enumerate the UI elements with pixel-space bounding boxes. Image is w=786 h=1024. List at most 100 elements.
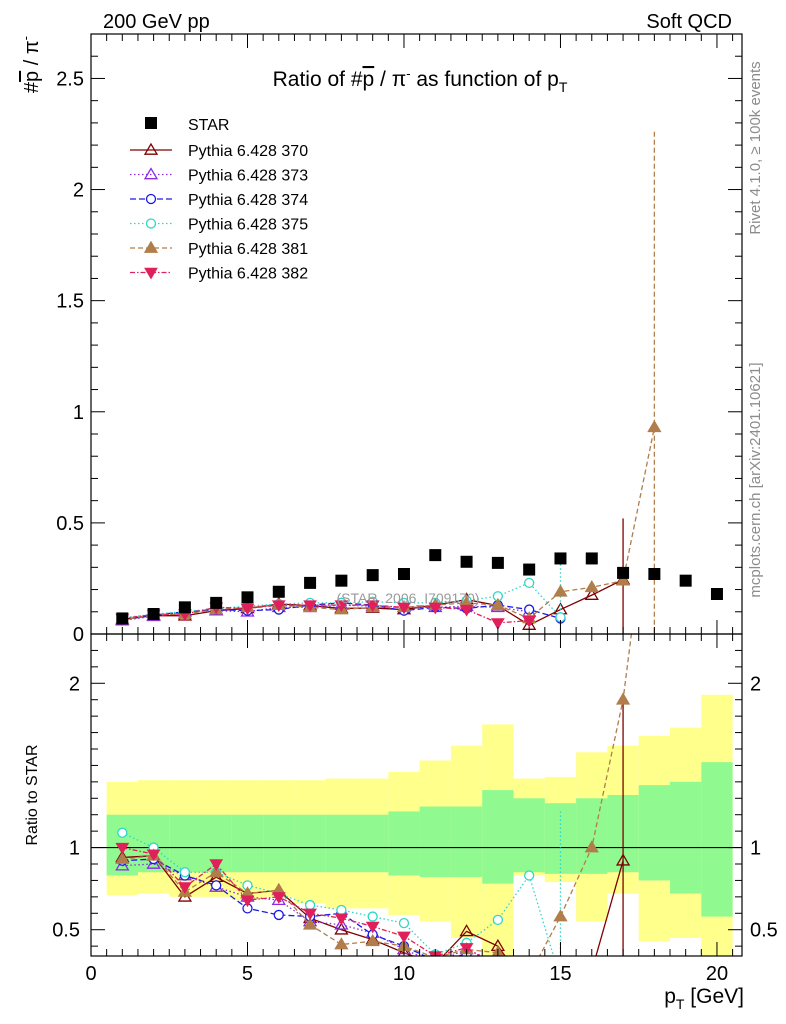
header-energy: 200 GeV pp: [103, 11, 210, 33]
ratio-series-point: [524, 870, 535, 881]
main-series-line: [122, 604, 530, 624]
main-y-tick-label: 0: [73, 624, 84, 646]
ratio-series-point: [615, 853, 631, 866]
ratio-series-point: [334, 913, 349, 926]
ratio-series-point: [553, 909, 568, 922]
main-series-point: [491, 618, 505, 630]
ratio-series-point: [586, 965, 598, 975]
main-series-point: [522, 615, 537, 628]
ratio-y-tick-label-right: 2: [750, 673, 761, 695]
legend-marker: [144, 267, 158, 280]
stat-band-bin: [263, 814, 295, 873]
main-series-point: [428, 602, 443, 615]
star-point: [241, 591, 254, 604]
ratio-series-point: [271, 892, 286, 905]
ratio-series-line: [122, 858, 473, 956]
ratio-series-line: [122, 846, 481, 956]
ratio-series-point: [209, 864, 224, 878]
star-point: [210, 596, 223, 609]
ratio-series-point: [497, 955, 499, 956]
ratio-series-point: [523, 970, 535, 980]
legend-label: Pythia 6.428 370: [188, 143, 308, 160]
ratio-series-point: [334, 917, 349, 930]
ratio-panel-series: [115, 634, 633, 984]
ratio-series-point: [459, 943, 474, 955]
main-y-tick-label: 1: [73, 402, 84, 424]
ratio-series-point: [211, 880, 222, 891]
stat-band-bin: [169, 814, 201, 873]
ratio-series-point: [179, 867, 191, 878]
star-point: [460, 555, 473, 568]
star-data-points: [116, 549, 723, 625]
rivet-version-label: Rivet 4.1.0, ≥ 100k events: [747, 61, 764, 234]
ratio-series-point: [365, 933, 380, 947]
ratio-series-point: [209, 859, 224, 871]
ratio-series-point: [434, 955, 436, 956]
legend-label: Pythia 6.428 382: [188, 266, 308, 283]
ratio-series-point: [271, 892, 286, 904]
stat-band-bin: [419, 806, 451, 878]
ratio-y-axis-label: Ratio to STAR: [24, 744, 41, 845]
main-series-point: [459, 604, 474, 617]
ratio-series-point: [493, 961, 502, 970]
ratio-series-point: [302, 917, 318, 930]
ratio-y-tick-label-left: 2: [69, 673, 80, 695]
ratio-series-line: [122, 634, 633, 956]
ratio-series-point: [429, 958, 441, 968]
legend-marker: [145, 218, 157, 229]
star-point: [710, 588, 723, 600]
ratio-series-point: [397, 931, 411, 944]
x-tick-label: 10: [393, 963, 415, 985]
star-point: [304, 576, 317, 589]
ratio-series-point: [492, 914, 504, 926]
ratio-y-tick-label-right: 1: [750, 838, 761, 860]
legend-marker: [143, 240, 159, 253]
ratio-y-tick-label-right: 0.5: [750, 920, 778, 942]
ratio-series-point: [303, 908, 317, 921]
ratio-series-5: [115, 842, 481, 956]
main-y-axis-label: #p / π-: [18, 36, 43, 93]
stat-band-bin: [294, 814, 326, 873]
legend-label: Pythia 6.428 375: [188, 217, 308, 234]
stat-band-bin: [388, 811, 420, 876]
main-y-tick-label: 1.5: [56, 291, 84, 313]
stat-band-bin: [231, 814, 264, 873]
main-series-point: [584, 580, 599, 593]
main-series-point: [240, 603, 255, 616]
ratio-series-point: [178, 882, 192, 894]
main-series-point: [365, 600, 380, 613]
ratio-series-point: [273, 909, 284, 921]
ratio-series-point: [304, 899, 316, 911]
x-tick-label: 15: [549, 963, 571, 985]
x-tick-label: 5: [242, 963, 253, 985]
ratio-series-point: [525, 975, 534, 984]
legend-label: Pythia 6.428 374: [188, 192, 308, 209]
main-series-point: [647, 420, 662, 433]
main-y-tick-label: 2: [73, 180, 84, 202]
stat-band-bin: [701, 762, 733, 917]
star-point: [679, 574, 692, 587]
ratio-series-point: [117, 827, 128, 838]
ratio-y-tick-label-left: 1: [69, 838, 80, 860]
header-category: Soft QCD: [646, 11, 732, 33]
plot-title: Ratio of #p / π- as function of pT: [273, 66, 568, 95]
ratio-series-point: [615, 692, 631, 705]
star-point: [178, 601, 191, 614]
legend-marker: [145, 193, 157, 205]
legend-marker-star: [145, 117, 157, 129]
ratio-y-tick-label-left: 0.5: [52, 920, 80, 942]
legend: STAR Pythia 6.428 370 Pythia 6.428 373 Pyt…: [130, 117, 308, 283]
ratio-series-point: [433, 955, 437, 956]
legend-label: Pythia 6.428 373: [188, 168, 308, 185]
main-series-point: [271, 600, 286, 613]
stat-band-bin: [544, 803, 577, 874]
main-series-point: [303, 600, 317, 613]
x-tick-label: 20: [706, 963, 728, 985]
ratio-series-point: [240, 895, 255, 908]
ratio-series-point: [398, 917, 410, 929]
star-point: [366, 569, 379, 582]
star-point: [335, 574, 348, 587]
main-series-line: [122, 427, 656, 621]
analysis-watermark: (STAR_2006_I709170): [337, 590, 480, 606]
